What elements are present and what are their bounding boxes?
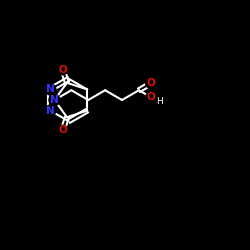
Circle shape	[58, 125, 68, 135]
Circle shape	[45, 84, 56, 95]
Text: O: O	[146, 78, 155, 88]
Circle shape	[45, 105, 56, 116]
Text: H: H	[156, 98, 162, 106]
Text: N: N	[46, 106, 55, 116]
Circle shape	[155, 98, 163, 106]
Text: O: O	[146, 92, 155, 102]
Circle shape	[58, 65, 68, 75]
Circle shape	[49, 94, 60, 106]
Text: O: O	[58, 65, 67, 75]
Text: N: N	[46, 84, 55, 94]
Circle shape	[146, 78, 156, 88]
Text: N: N	[50, 95, 59, 105]
Text: O: O	[58, 125, 67, 135]
Circle shape	[146, 92, 156, 102]
